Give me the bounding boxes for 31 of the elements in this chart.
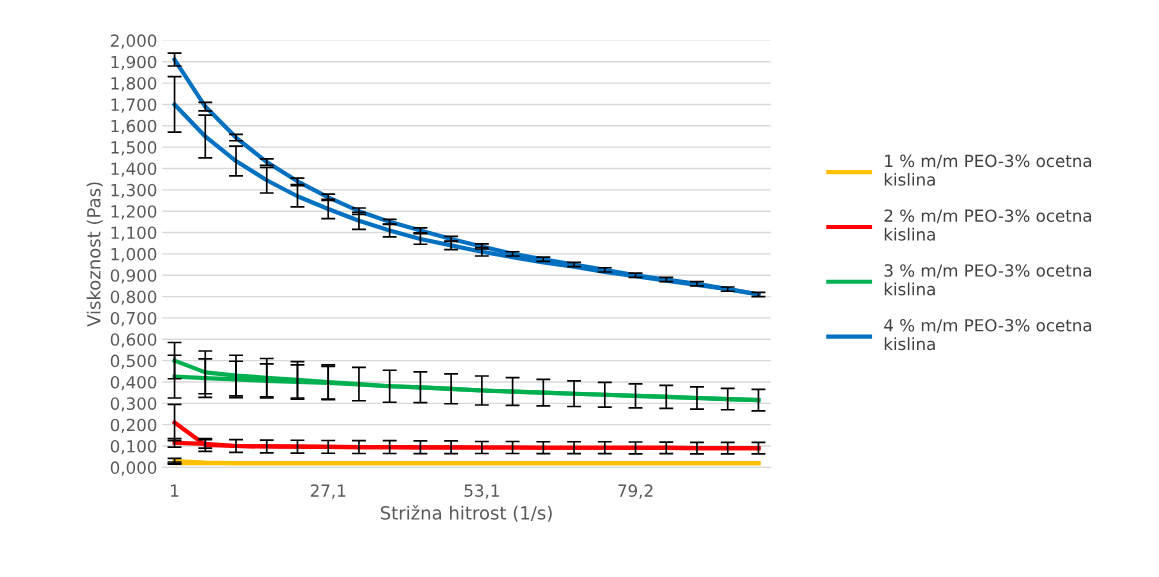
y-tick-label: 1,300 [111,183,157,199]
legend-label: 4 % m/m PEO-3% ocetna kislina [884,318,1092,351]
x-tick-label: 79,2 [618,484,653,499]
y-tick-label: 0,700 [110,311,157,327]
y-tick-label: 1,200 [111,205,157,220]
y-tick-label: 1,400 [111,162,157,177]
y-tick-label: 0,400 [110,375,157,391]
x-tick-label: 53,1 [464,484,499,499]
legend-label: 1 % m/m PEO-3% ocetna kislina [884,154,1092,186]
y-tick-label: 1,900 [111,55,157,71]
y-axis-title: Viskoznost (Pas) [86,182,103,327]
y-tick-label: 1,700 [111,98,157,113]
y-tick-label: 0,000 [110,461,157,476]
x-tick-label: 1 [171,484,179,497]
y-tick-label: 0,600 [110,333,157,348]
y-tick-label: 0,900 [110,269,157,284]
y-tick-label: 0,800 [110,290,157,305]
y-tick-label: 0,500 [110,354,157,369]
legend-label: 2 % m/m PEO-3% ocetna kislina [884,209,1092,241]
legend-label: 3 % m/m PEO-3% ocetna kislina [884,264,1092,296]
y-tick-label: 0,100 [110,439,157,455]
y-tick-label: 0,300 [110,397,157,412]
y-tick-label: 1,100 [111,226,157,241]
y-tick-label: 1,800 [111,77,157,92]
x-axis-title: Strižna hitrost (1/s) [380,505,552,522]
y-tick-label: 1,500 [111,141,157,156]
y-tick-label: 1,600 [111,119,157,135]
y-tick-label: 0,200 [110,418,157,433]
y-tick-label: 1,000 [111,247,157,263]
x-tick-label: 27,1 [310,484,346,499]
y-tick-label: 2,000 [110,34,157,49]
